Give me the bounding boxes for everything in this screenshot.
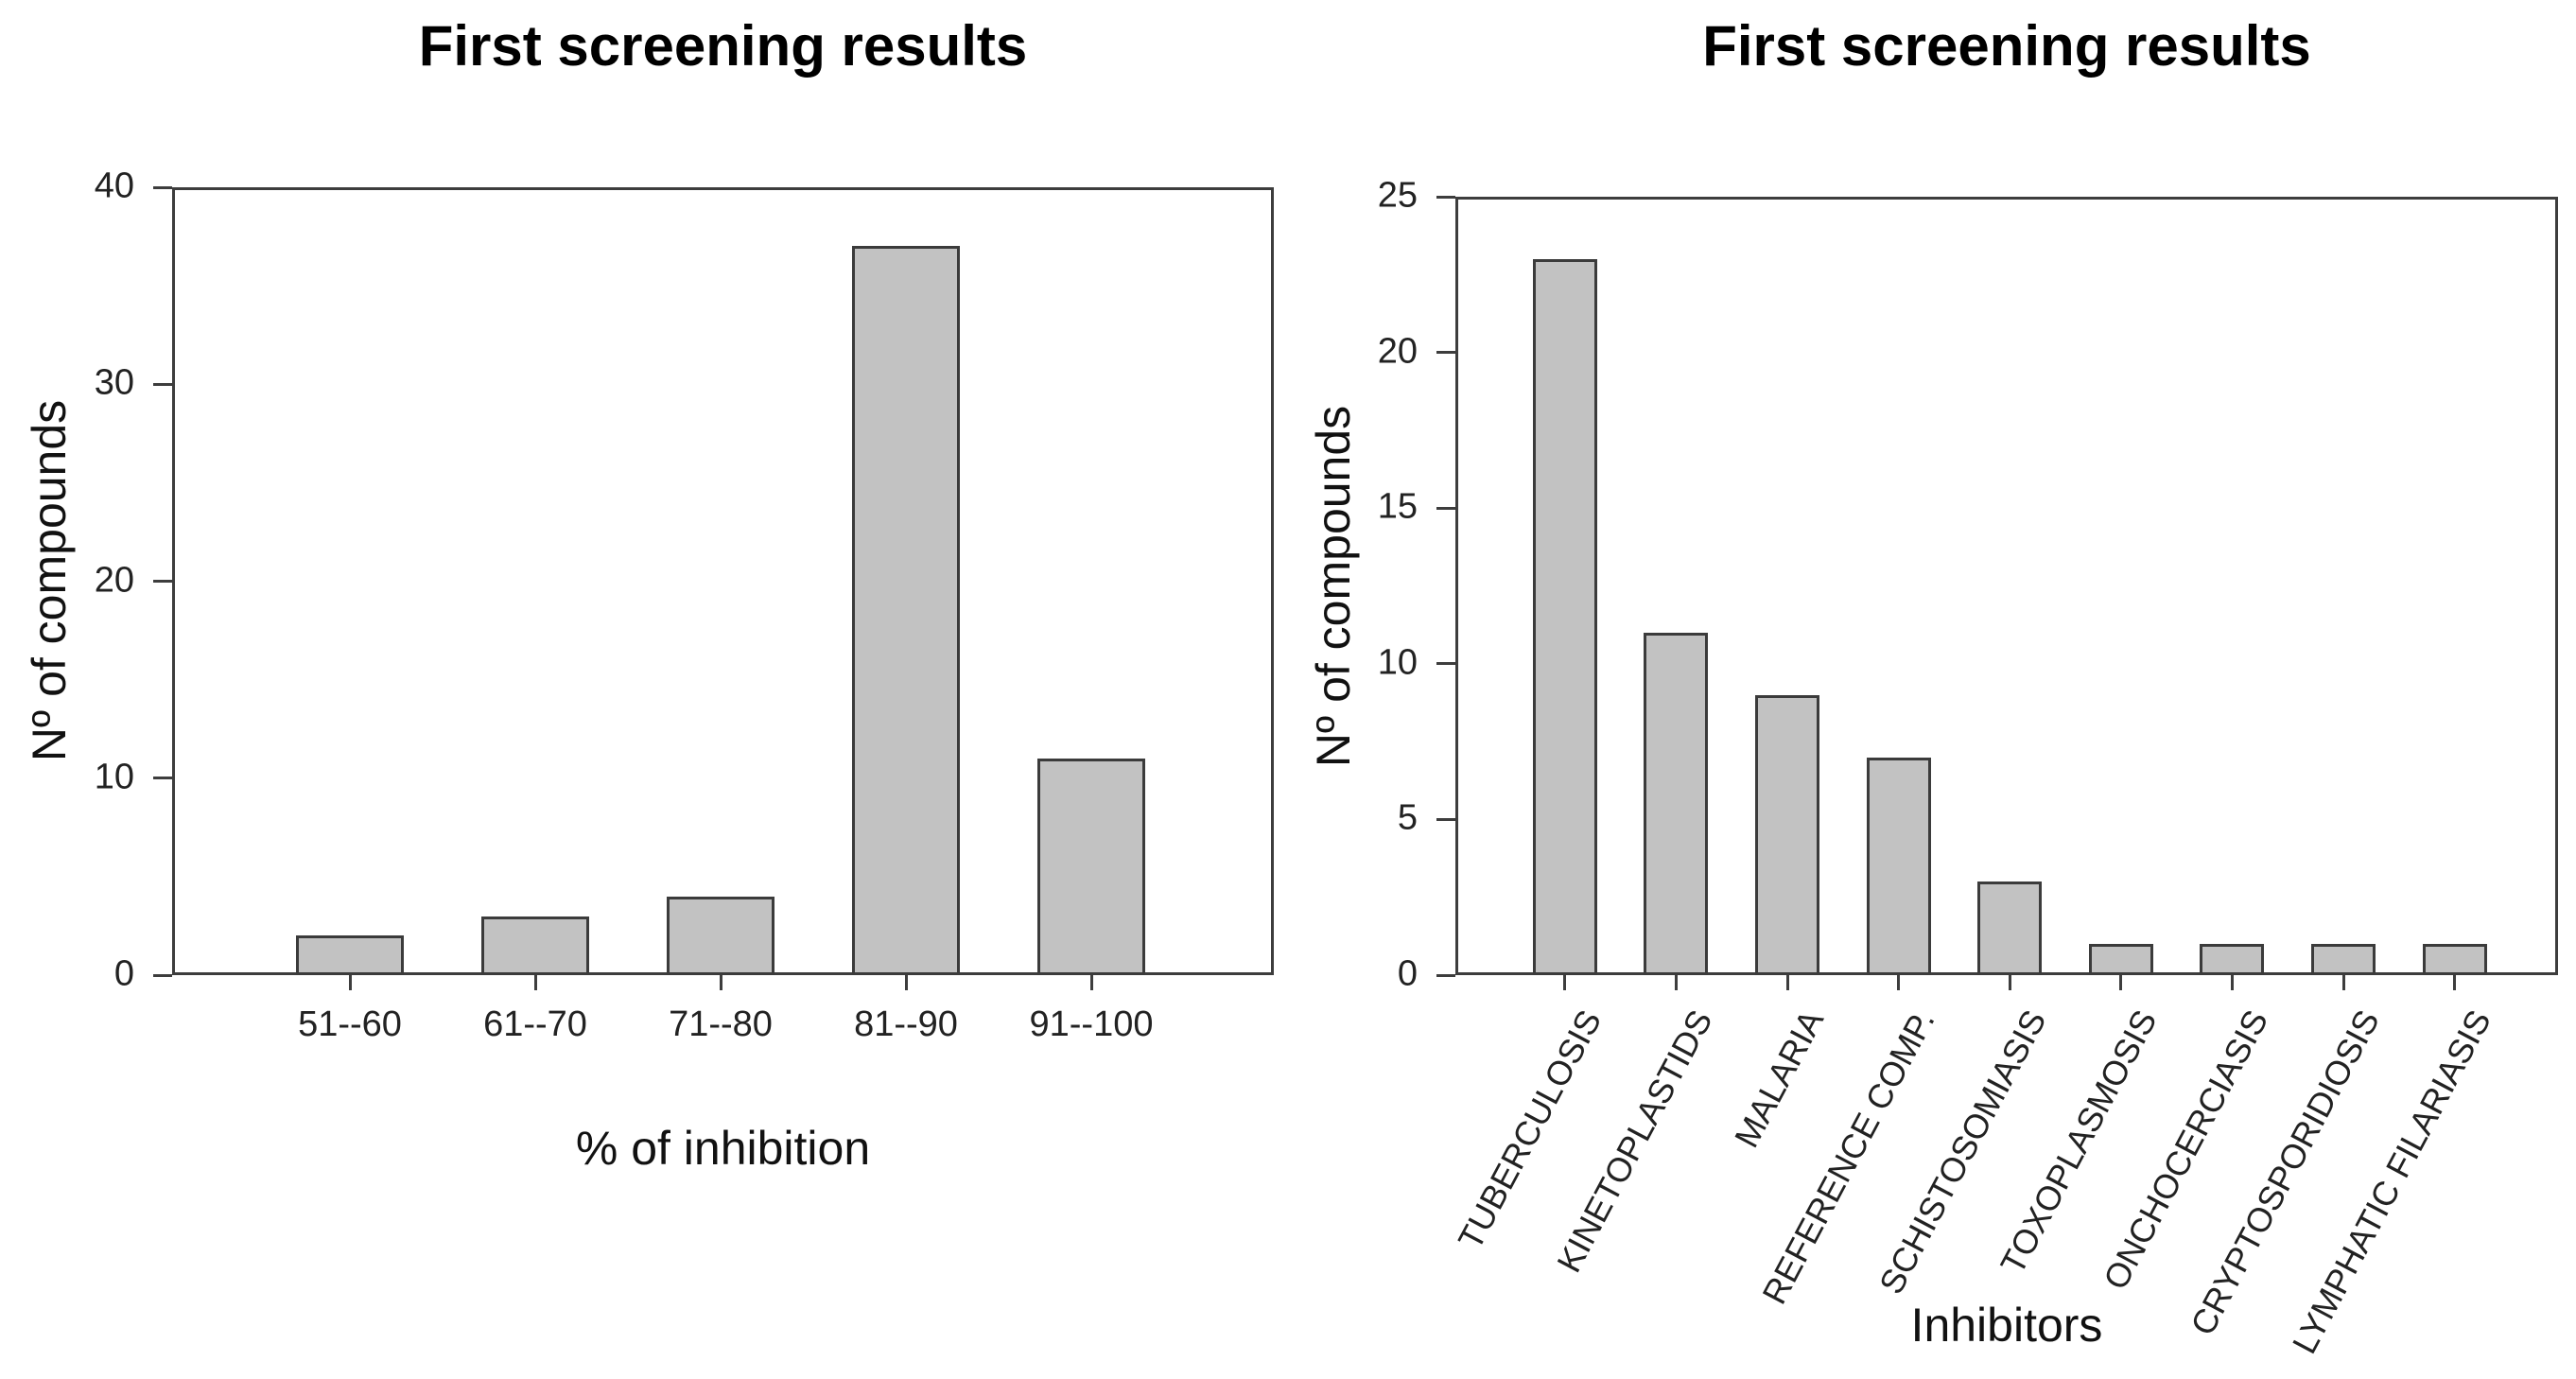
bar-onchocerciasis <box>2200 944 2265 975</box>
x-tick <box>348 975 352 990</box>
x-category-label: 81--90 <box>854 1004 958 1044</box>
y-tick <box>153 973 172 977</box>
x-tick <box>904 975 908 990</box>
x-tick <box>2230 975 2234 990</box>
right-chart-title: First screening results <box>1702 14 2311 78</box>
right-x-axis-title: Inhibitors <box>1910 1299 2103 1352</box>
x-tick <box>1785 975 1789 990</box>
bar-51-60 <box>296 935 404 975</box>
y-tick <box>1436 973 1455 977</box>
x-tick <box>1674 975 1678 990</box>
y-tick-label: 25 <box>1377 175 1418 216</box>
x-category-label: 91--100 <box>1029 1004 1154 1044</box>
bar-lymphatic-filariasis <box>2422 944 2487 975</box>
y-tick <box>1436 817 1455 821</box>
x-category-label: 61--70 <box>483 1004 587 1044</box>
bar-61-70 <box>481 916 589 975</box>
x-tick <box>2341 975 2345 990</box>
x-category-label: 71--80 <box>669 1004 773 1044</box>
y-tick-label: 30 <box>94 362 134 403</box>
y-tick <box>153 580 172 583</box>
y-tick <box>1436 662 1455 666</box>
y-tick <box>153 777 172 780</box>
x-category-label: MALARIA <box>1726 1004 1832 1154</box>
y-tick <box>153 382 172 386</box>
bar-kinetoplastids <box>1644 632 1709 975</box>
y-tick-label: 10 <box>1377 642 1418 683</box>
y-tick <box>153 185 172 189</box>
y-tick <box>1436 195 1455 199</box>
left-x-axis-title: % of inhibition <box>575 1122 871 1175</box>
y-tick <box>1436 351 1455 355</box>
x-tick <box>2453 975 2457 990</box>
x-tick <box>1089 975 1093 990</box>
x-tick <box>719 975 722 990</box>
y-tick-label: 20 <box>1377 331 1418 372</box>
bar-91-100 <box>1037 758 1145 975</box>
bar-tuberculosis <box>1532 258 1597 975</box>
x-tick <box>1563 975 1567 990</box>
bar-schistosomiasis <box>1977 882 2043 975</box>
y-tick-label: 15 <box>1377 486 1418 527</box>
right-plot-area <box>1455 197 2558 975</box>
x-tick <box>1897 975 1901 990</box>
y-tick-label: 40 <box>94 166 134 206</box>
y-tick-label: 20 <box>94 560 134 601</box>
bar-71-80 <box>667 896 775 975</box>
y-tick-label: 10 <box>94 757 134 797</box>
bar-81-90 <box>852 246 960 975</box>
right-y-axis-title: Nº of compounds <box>1307 405 1360 768</box>
bar-cryptosporidiosis <box>2311 944 2376 975</box>
left-chart-title: First screening results <box>418 14 1028 78</box>
x-tick <box>2008 975 2011 990</box>
x-tick <box>533 975 537 990</box>
bar-malaria <box>1755 694 1819 975</box>
y-tick-label: 5 <box>1397 798 1418 839</box>
y-tick-label: 0 <box>113 953 134 994</box>
x-category-label: 51--60 <box>298 1004 402 1044</box>
x-tick <box>2119 975 2123 990</box>
y-tick <box>1436 506 1455 510</box>
y-tick-label: 0 <box>1397 953 1418 994</box>
bar-toxoplasmosis <box>2088 944 2153 975</box>
bar-reference-comp <box>1866 757 1931 975</box>
